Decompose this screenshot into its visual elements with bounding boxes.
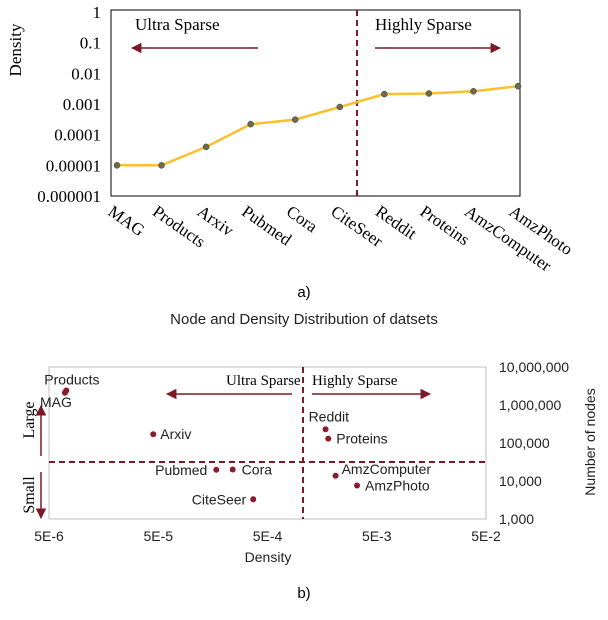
chart-b-y-tick-label: 10,000,000: [499, 359, 569, 375]
chart-b-point-label: Proteins: [336, 431, 387, 447]
chart-b-point-label: AmzPhoto: [365, 478, 430, 494]
chart-b-highly-sparse-label: Highly Sparse: [312, 373, 398, 389]
chart-b-y-tick-label: 1,000: [499, 511, 534, 527]
chart-a-y-tick-label: 0.01: [71, 64, 101, 83]
chart-b-large-label: Large: [21, 401, 38, 438]
chart-a-y-tick-label: 0.1: [80, 34, 101, 53]
chart-a-data-point: [381, 90, 388, 98]
chart-a-data-point: [158, 162, 165, 169]
chart-a-x-tick-label: MAG: [105, 202, 148, 240]
chart-a-data-point: [336, 103, 344, 111]
chart-a-data-point: [291, 116, 299, 123]
chart-b-ultra-sparse-label: Ultra Sparse: [226, 373, 301, 389]
chart-a-data-point: [514, 82, 522, 90]
chart-b-data-point: [213, 466, 220, 473]
chart-a-panel-label: a): [297, 284, 310, 301]
chart-b-x-tick-label: 5E-5: [143, 528, 173, 544]
chart-b-data-point: [322, 426, 329, 433]
chart-a-data-point: [425, 90, 433, 97]
chart-b-point-label: Cora: [242, 462, 273, 478]
chart-a-y-tick-label: 0.001: [63, 95, 101, 114]
chart-a-data-point: [247, 120, 254, 128]
chart-b-point-label: AmzComputer: [342, 461, 432, 477]
chart-b-data-point: [229, 466, 236, 473]
chart-b-y-tick-label: 100,000: [499, 435, 550, 451]
chart-b-data-point: [150, 431, 157, 438]
chart-a-ultra-sparse-label: Ultra Sparse: [135, 15, 220, 34]
chart-b: Node and Density Distribution of datsets…: [21, 311, 598, 602]
chart-b-title: Node and Density Distribution of datsets: [170, 311, 438, 328]
chart-a-highly-sparse-label: Highly Sparse: [375, 15, 472, 34]
chart-b-point-label: Pubmed: [155, 462, 207, 478]
chart-b-x-tick-label: 5E-4: [253, 528, 283, 544]
chart-b-point-label: Reddit: [309, 408, 350, 424]
chart-b-panel-label: b): [297, 585, 310, 602]
chart-a: Density 1 0.1 0.01 0.001 0.0001 0.00001 0.0000…: [6, 3, 576, 301]
chart-b-y-axis-label: Number of nodes: [582, 388, 598, 495]
chart-a-y-ticks: 1 0.1 0.01 0.001 0.0001 0.00001 0.000001: [37, 3, 101, 206]
chart-a-plot-frame: [110, 9, 521, 197]
chart-a-y-tick-label: 0.00001: [46, 156, 101, 175]
chart-a-y-tick-label: 1: [93, 3, 102, 22]
chart-b-data-point: [250, 496, 257, 503]
chart-b-point-label: Arxiv: [160, 426, 191, 442]
chart-a-series-line: [117, 84, 519, 167]
chart-b-x-tick-label: 5E-3: [362, 528, 392, 544]
chart-b-points: [61, 387, 361, 503]
chart-a-x-tick-label: Proteins: [417, 202, 474, 250]
chart-b-data-point: [325, 435, 332, 442]
chart-b-small-label: Small: [21, 476, 38, 514]
chart-b-y-tick-label: 10,000: [499, 473, 542, 489]
chart-b-y-tick-label: 1,000,000: [499, 397, 561, 413]
chart-b-data-point: [354, 482, 361, 489]
chart-a-y-tick-label: 0.0001: [54, 126, 101, 145]
chart-b-x-tick-label: 5E-2: [471, 528, 501, 544]
chart-b-data-point: [61, 389, 68, 396]
chart-a-data-point: [470, 88, 477, 95]
chart-b-x-tick-label: 5E-6: [34, 528, 64, 544]
chart-b-point-labels: Products MAG Arxiv Pubmed Cora CiteSeer Reddit…: [40, 372, 431, 508]
chart-a-x-tick-label: Pubmed: [238, 202, 295, 250]
chart-a-points: [113, 82, 522, 169]
chart-b-point-label: MAG: [40, 394, 72, 410]
chart-b-y-ticks: 10,000,000 1,000,000 100,000 10,000 1,000: [499, 359, 569, 527]
chart-b-x-ticks: 5E-6 5E-5 5E-4 5E-3 5E-2: [34, 528, 501, 544]
chart-b-data-point: [332, 472, 339, 479]
chart-a-data-point: [202, 143, 210, 151]
chart-b-x-axis-label: Density: [245, 549, 292, 565]
chart-a-y-axis-label: Density: [6, 23, 25, 76]
chart-b-plot-frame: [48, 366, 487, 520]
chart-b-point-label: Products: [44, 372, 99, 388]
chart-a-y-tick-label: 0.000001: [37, 187, 101, 206]
chart-a-data-point: [113, 162, 121, 169]
chart-b-point-label: CiteSeer: [192, 491, 247, 507]
